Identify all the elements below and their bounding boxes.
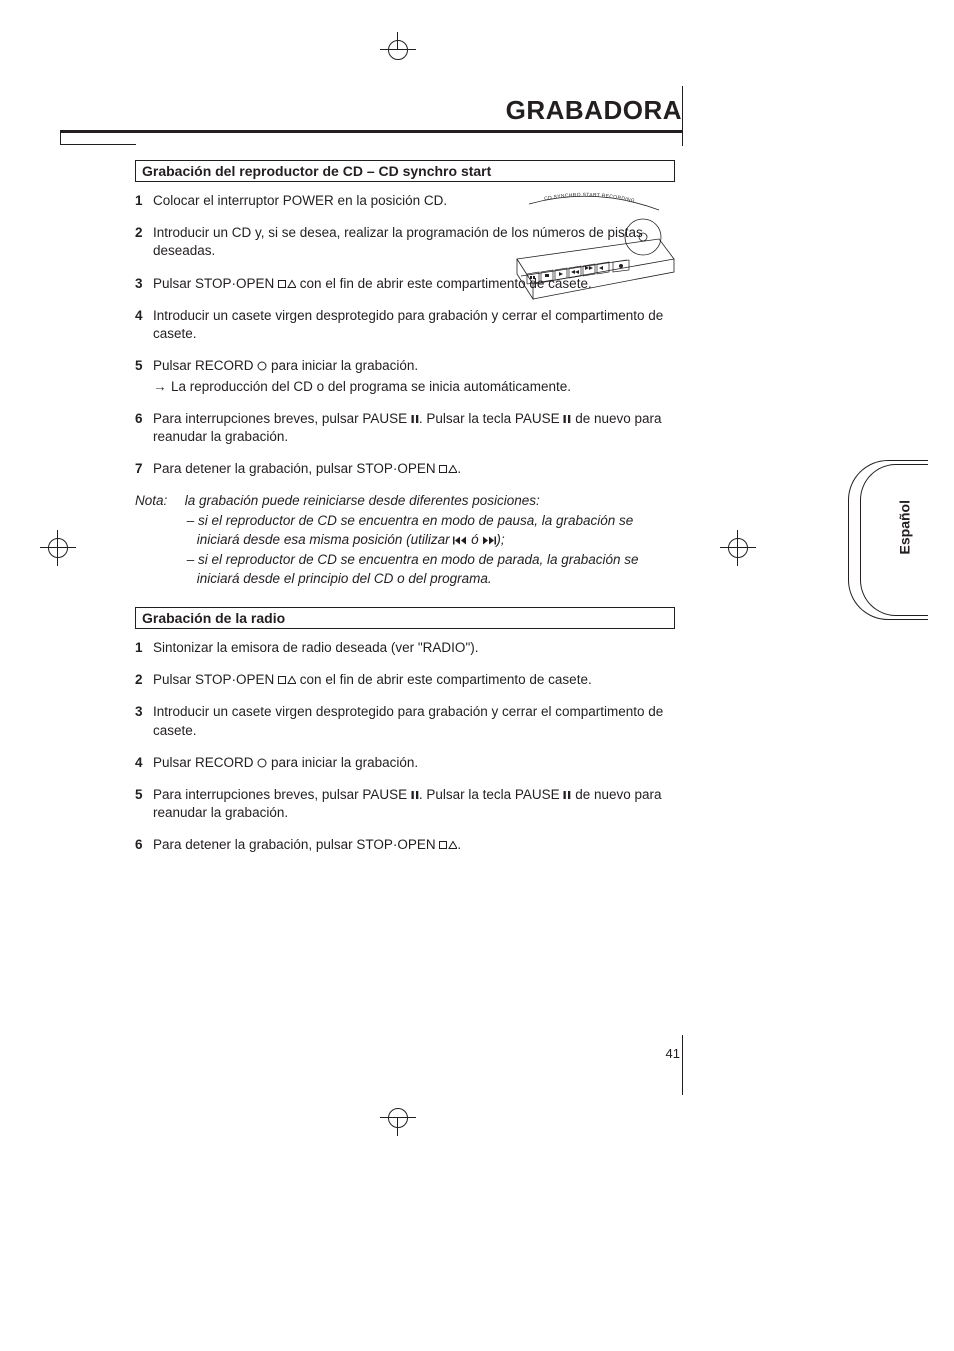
step-item: 3Introducir un casete virgen desprotegid… [135, 703, 675, 739]
steps-list-radio: 1Sintonizar la emisora de radio deseada … [135, 639, 675, 855]
cassette-illustration: CD SYNCHRO START RECORDING [509, 184, 679, 314]
section-heading-cd: Grabación del reproductor de CD – CD syn… [135, 160, 675, 182]
language-label: Español [896, 500, 912, 554]
page-number: 41 [60, 1046, 680, 1061]
step-item: 5Para interrupciones breves, pulsar PAUS… [135, 786, 675, 822]
gutter-line-top [682, 86, 683, 146]
step-item: 5Pulsar RECORD para iniciar la grabación… [135, 357, 675, 395]
header-short-rule [60, 133, 136, 145]
step-item: 6Para detener la grabación, pulsar STOP·… [135, 836, 675, 854]
language-tab-inner [860, 464, 928, 616]
step-item: 6Para interrupciones breves, pulsar PAUS… [135, 410, 675, 446]
step-item: 4Pulsar RECORD para iniciar la grabación… [135, 754, 675, 772]
step-item: 2Pulsar STOP·OPEN con el fin de abrir es… [135, 671, 675, 689]
note-block: Nota: la grabación puede reiniciarse des… [135, 492, 675, 588]
registration-mark [380, 1100, 416, 1136]
illustration-label: CD SYNCHRO START RECORDING [544, 192, 636, 204]
step-item: 1Sintonizar la emisora de radio deseada … [135, 639, 675, 657]
step-item: 7Para detener la grabación, pulsar STOP·… [135, 460, 675, 478]
registration-mark [720, 530, 756, 566]
gutter-line [682, 1035, 683, 1095]
note-body: la grabación puede reiniciarse desde dif… [185, 492, 655, 588]
svg-text:CD SYNCHRO START RECORDING: CD SYNCHRO START RECORDING [544, 192, 636, 204]
section-heading-radio: Grabación de la radio [135, 607, 675, 629]
note-label: Nota: [135, 492, 181, 511]
registration-mark [40, 530, 76, 566]
registration-mark [380, 32, 416, 68]
